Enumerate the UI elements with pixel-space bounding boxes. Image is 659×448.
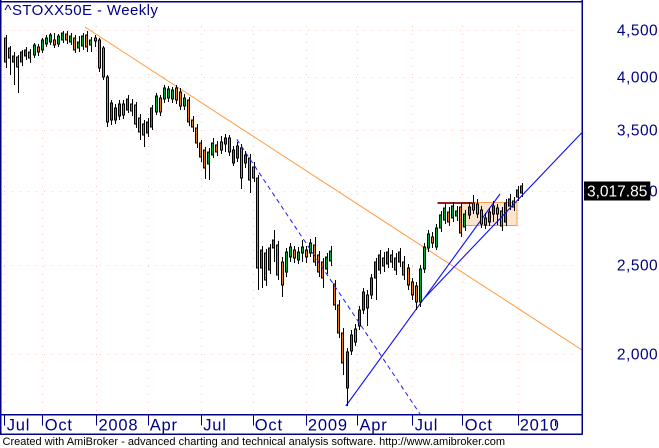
svg-text:Oct: Oct [255,417,283,435]
svg-text:2,500: 2,500 [617,257,658,274]
svg-text:3,500: 3,500 [617,122,658,139]
svg-text:2010: 2010 [520,417,560,435]
svg-text:Jul: Jul [415,417,439,435]
svg-text:Apr: Apr [360,417,388,435]
svg-text:Apr: Apr [150,417,178,435]
svg-text:2,000: 2,000 [617,346,658,363]
svg-text:Jul: Jul [7,417,31,435]
svg-text:2009: 2009 [308,417,348,435]
svg-text:^STOXX50E - Weekly: ^STOXX50E - Weekly [5,2,159,19]
svg-text:3,017.85: 3,017.85 [587,183,647,200]
svg-text:Jul: Jul [203,417,227,435]
svg-text:Oct: Oct [465,417,493,435]
svg-text:4,500: 4,500 [617,22,658,39]
svg-text:Oct: Oct [45,417,73,435]
svg-text:4,000: 4,000 [617,69,658,86]
svg-text:Created with AmiBroker - advan: Created with AmiBroker - advanced charti… [3,436,506,448]
svg-text:2008: 2008 [98,417,138,435]
